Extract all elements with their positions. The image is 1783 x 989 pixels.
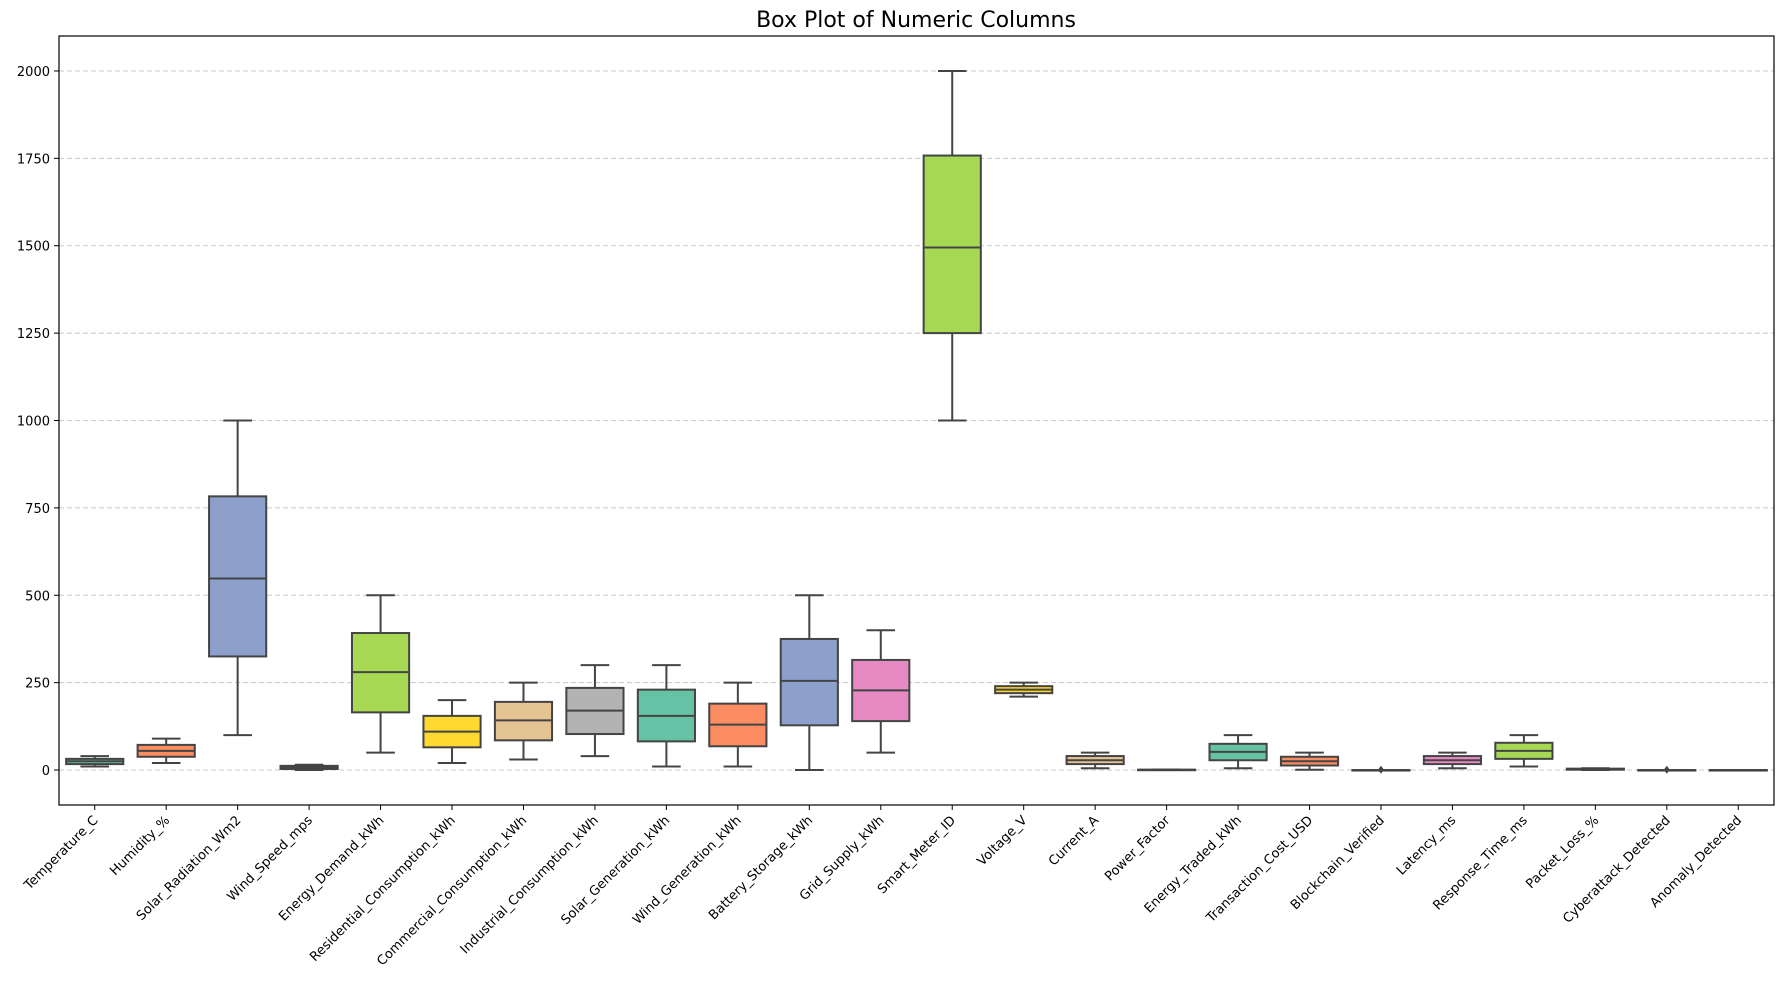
- box-Power_Factor: [1137, 768, 1197, 772]
- box-Energy_Demand_kWh: [350, 594, 411, 754]
- box-Packet_Loss_%: [1565, 767, 1625, 772]
- box-Current_A: [1065, 751, 1125, 770]
- outlier-point: [1663, 765, 1670, 774]
- y-tick-label: 1250: [17, 327, 50, 342]
- box-Wind_Speed_mps: [279, 763, 339, 772]
- y-tick-label: 250: [25, 677, 50, 692]
- box-Industrial_Consumption_kWh: [565, 664, 625, 758]
- box-Energy_Traded_kWh: [1208, 734, 1268, 770]
- box-Transaction_Cost_USD: [1279, 751, 1340, 771]
- x-tick-label: Commercial_Consumption_kWh: [374, 813, 530, 969]
- chart-title: Box Plot of Numeric Columns: [756, 8, 1076, 33]
- box-Residential_Consumption_kWh: [422, 699, 482, 765]
- x-tick-label: Smart_Meter_ID: [875, 813, 959, 897]
- box-Anomaly_Detected: [1708, 769, 1768, 772]
- gridlines: [59, 70, 1774, 771]
- x-axis-ticks: Temperature_C Humidity_%Solar_Radiation_W…: [21, 805, 1745, 969]
- y-tick-label: 2000: [17, 65, 50, 80]
- x-tick-label: Residential_Consumption_kWh: [307, 813, 459, 965]
- x-tick-label: Latency_ms: [1394, 813, 1459, 878]
- x-tick-label: Industrial_Consumption_kWh: [458, 813, 602, 957]
- y-tick-label: 1500: [17, 240, 50, 255]
- x-tick-label: Power_Factor: [1102, 813, 1174, 885]
- box-Latency_ms: [1422, 751, 1483, 770]
- box-Response_Time_ms: [1494, 734, 1554, 768]
- box-Commercial_Consumption_kWh: [493, 681, 554, 761]
- boxes: [65, 69, 1768, 774]
- x-tick-label: Current_A: [1046, 813, 1102, 869]
- outlier-point: [1377, 765, 1384, 774]
- y-tick-label: 750: [25, 502, 50, 517]
- box-Blockchain_Verified: [1351, 765, 1411, 774]
- box-Wind_Generation_kWh: [708, 681, 768, 768]
- box-Solar_Radiation_Wm2: [208, 419, 268, 737]
- x-tick-label: Temperature_C: [21, 813, 102, 894]
- box-Voltage_V: [994, 681, 1054, 698]
- y-tick-label: 1750: [17, 152, 50, 167]
- box-iqr: [208, 495, 268, 658]
- y-tick-label: 500: [25, 589, 50, 604]
- box-iqr: [779, 637, 839, 727]
- x-tick-label: Packet_Loss_%: [1523, 813, 1602, 892]
- y-axis-ticks: 0 250 500 750 1000 1250 1500 1750 2000: [17, 65, 59, 779]
- box-Grid_Supply_kWh: [851, 629, 911, 754]
- x-tick-label: Humidity_%: [107, 813, 173, 879]
- box-Cyberattack_Detected: [1637, 765, 1697, 774]
- y-tick-label: 0: [42, 764, 50, 779]
- box-Temperature_C: [65, 755, 125, 768]
- box-iqr: [922, 154, 982, 335]
- box-Solar_Generation_kWh: [636, 664, 696, 768]
- box-Humidity_%: [136, 737, 196, 765]
- box-Battery_Storage_kWh: [779, 594, 839, 772]
- box-Smart_Meter_ID: [922, 69, 982, 422]
- x-tick-label: Voltage_V: [975, 813, 1031, 869]
- y-tick-label: 1000: [17, 415, 50, 430]
